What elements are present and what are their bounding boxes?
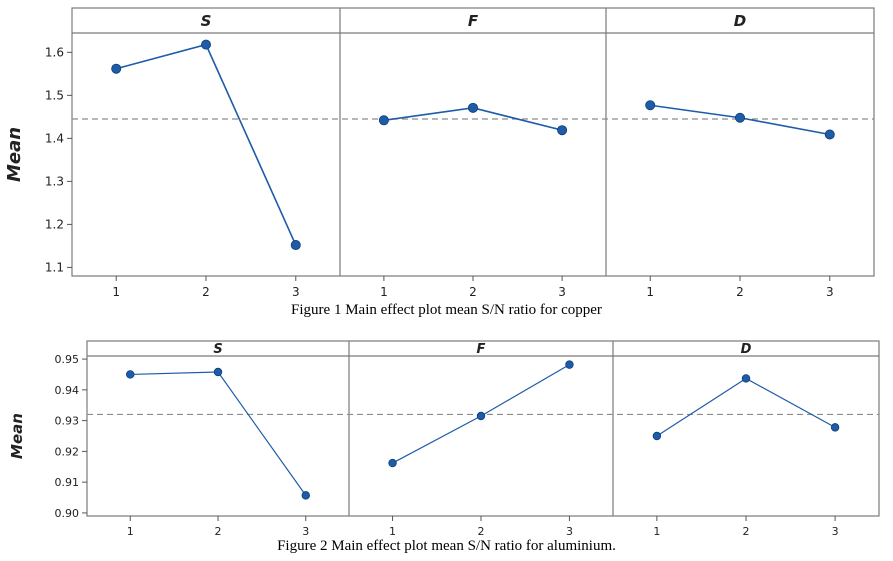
x-tick-label-f-1: 1 <box>380 285 388 299</box>
data-point-d-2 <box>735 112 746 123</box>
data-point-f-1 <box>388 458 397 468</box>
data-point-d-1 <box>645 100 656 111</box>
figure-1-caption: Figure 1 Main effect plot mean S/N ratio… <box>291 302 602 318</box>
panel-title-f: F <box>477 342 486 357</box>
x-tick-label-f-2: 2 <box>469 285 477 299</box>
x-tick-label-s-3: 3 <box>292 285 300 299</box>
data-point-s-1 <box>126 370 135 379</box>
y-tick-label: 1.1 <box>45 261 64 275</box>
y-axis-label: Mean <box>8 413 26 459</box>
aluminium-main-effects-chart: 0.90 0.91 0.92 0.93 0.94 0.95 Mean S 1 2 3 F 1 2 3 D 1 2 3 <box>8 340 880 538</box>
x-tick-label-d-1: 1 <box>646 285 654 299</box>
x-tick-label-f-1: 1 <box>389 525 396 538</box>
data-point-f-2 <box>476 411 486 421</box>
x-tick-label-d-2: 2 <box>743 525 750 538</box>
panel-title-d: D <box>734 12 746 30</box>
x-tick-label-f-2: 2 <box>478 525 485 538</box>
data-point-s-2 <box>200 39 211 50</box>
data-point-f-3 <box>557 125 568 136</box>
y-tick-label: 1.3 <box>45 175 64 189</box>
y-tick-label: 0.92 <box>55 445 80 458</box>
y-tick-label: 0.94 <box>55 384 80 397</box>
figure-2-caption: Figure 2 Main effect plot mean S/N ratio… <box>277 538 616 554</box>
data-point-d-2 <box>741 374 751 383</box>
data-point-s-1 <box>111 63 122 74</box>
panel-title-d: D <box>741 342 752 357</box>
y-tick-label: 1.6 <box>45 46 64 60</box>
chart-frame <box>86 340 880 517</box>
x-tick-label-s-2: 2 <box>215 525 222 538</box>
x-tick-label-d-3: 3 <box>826 285 834 299</box>
y-tick-label: 1.4 <box>45 132 64 146</box>
data-point-f-1 <box>378 115 389 126</box>
x-tick-label-f-3: 3 <box>566 525 573 538</box>
panel-title-f: F <box>468 12 479 30</box>
data-point-f-3 <box>565 360 574 369</box>
data-point-d-1 <box>652 431 662 441</box>
data-point-s-3 <box>290 240 301 251</box>
data-point-s-2 <box>213 367 223 377</box>
data-point-d-3 <box>830 423 840 432</box>
x-tick-label-d-1: 1 <box>653 525 660 538</box>
x-tick-label-s-3: 3 <box>302 525 309 538</box>
x-tick-label-f-3: 3 <box>558 285 566 299</box>
y-tick-label: 0.91 <box>55 476 80 489</box>
copper-main-effects-chart: 1.1 1.2 1.3 1.4 1.5 1.6 Mean S 1 2 3 F 1 2 3 D 1 2 3 <box>4 7 875 299</box>
data-point-f-2 <box>467 102 478 113</box>
x-tick-label-d-3: 3 <box>832 525 839 538</box>
y-tick-label: 0.95 <box>55 353 80 366</box>
y-tick-label: 0.90 <box>55 507 80 520</box>
x-tick-label-s-2: 2 <box>202 285 210 299</box>
y-axis-label: Mean <box>4 127 25 182</box>
chart-frame <box>71 7 875 277</box>
y-tick-label: 1.5 <box>45 89 64 103</box>
data-point-s-3 <box>301 491 310 500</box>
x-tick-label-d-2: 2 <box>736 285 744 299</box>
y-tick-label: 0.93 <box>55 415 80 428</box>
y-tick-label: 1.2 <box>45 218 64 232</box>
data-point-d-3 <box>824 129 835 140</box>
panel-title-s: S <box>201 12 212 30</box>
x-tick-label-s-1: 1 <box>112 285 120 299</box>
panel-title-s: S <box>213 342 222 357</box>
x-tick-label-s-1: 1 <box>127 525 134 538</box>
